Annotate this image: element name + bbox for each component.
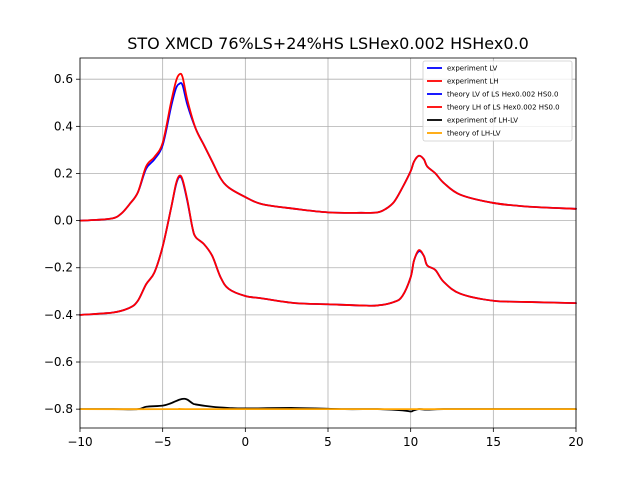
legend-label: experiment LV <box>447 65 498 73</box>
legend-label: experiment of LH-LV <box>447 117 518 125</box>
y-tick-label: 0.4 <box>54 119 73 133</box>
y-tick-label: 0.6 <box>54 72 73 86</box>
y-tick-label: −0.8 <box>44 402 73 416</box>
x-tick-label: −10 <box>67 435 92 449</box>
legend-box <box>422 60 573 142</box>
legend-label: experiment LH <box>447 78 499 86</box>
axis-ticks: −10 −5 0 5 10 15 20 −0.8 −0.6 −0.4 −0.2 0.0 0.2 0.4 0.… <box>44 72 584 449</box>
x-tick-label: 15 <box>486 435 501 449</box>
y-tick-label: −0.2 <box>44 261 73 275</box>
x-tick-label: 0 <box>242 435 250 449</box>
y-tick-label: 0.2 <box>54 166 73 180</box>
chart-title: STO XMCD 76%LS+24%HS LSHex0.002 HSHex0.0 <box>127 34 529 53</box>
series-line-4 <box>79 174 577 316</box>
y-tick-label: −0.4 <box>44 308 73 322</box>
legend-label: theory of LH-LV <box>447 130 501 138</box>
legend-label: theory LH of LS Hex0.002 HS0.0 <box>447 104 560 112</box>
legend: experiment LV experiment LH theory LV of L… <box>422 60 573 142</box>
series-line-2 <box>79 72 577 222</box>
x-tick-label: 10 <box>403 435 418 449</box>
y-tick-label: −0.6 <box>44 355 73 369</box>
x-tick-label: −5 <box>154 435 172 449</box>
series-layer <box>79 72 577 413</box>
x-tick-label: 20 <box>568 435 583 449</box>
x-tick-label: 5 <box>324 435 332 449</box>
y-tick-label: 0.0 <box>54 214 73 228</box>
legend-label: theory LV of LS Hex0.002 HS0.0 <box>447 91 558 99</box>
